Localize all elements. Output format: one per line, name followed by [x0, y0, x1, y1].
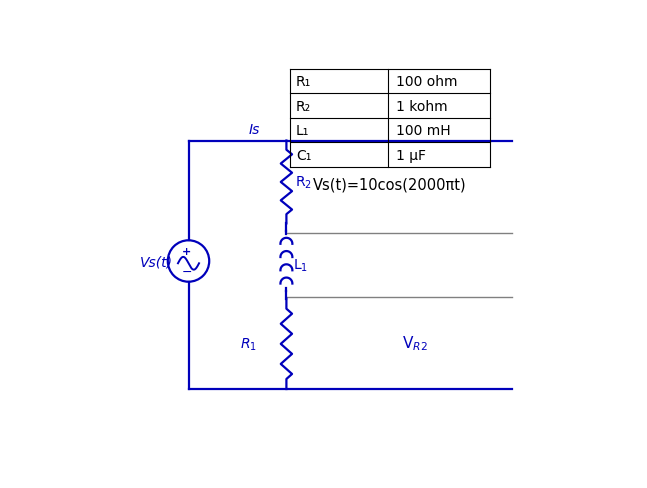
Text: −: − [181, 265, 192, 279]
Text: 1 kohm: 1 kohm [395, 100, 447, 113]
Text: Vs(t): Vs(t) [140, 254, 173, 268]
Text: Vs(t)=10cos(2000πt): Vs(t)=10cos(2000πt) [313, 177, 466, 192]
Text: C₁: C₁ [296, 148, 311, 163]
Text: V$_{R2}$: V$_{R2}$ [402, 334, 427, 352]
Text: 1 µF: 1 µF [395, 148, 426, 163]
Text: +: + [182, 247, 192, 257]
Text: 100 ohm: 100 ohm [395, 75, 457, 89]
Text: R₁: R₁ [296, 75, 311, 89]
Text: R₂: R₂ [296, 100, 311, 113]
Text: L$_1$: L$_1$ [293, 257, 309, 273]
Text: R$_1$: R$_1$ [240, 336, 258, 352]
Text: R$_2$: R$_2$ [294, 174, 312, 191]
Text: 100 mH: 100 mH [395, 124, 450, 138]
Text: Is: Is [248, 123, 260, 137]
Text: L₁: L₁ [296, 124, 309, 138]
